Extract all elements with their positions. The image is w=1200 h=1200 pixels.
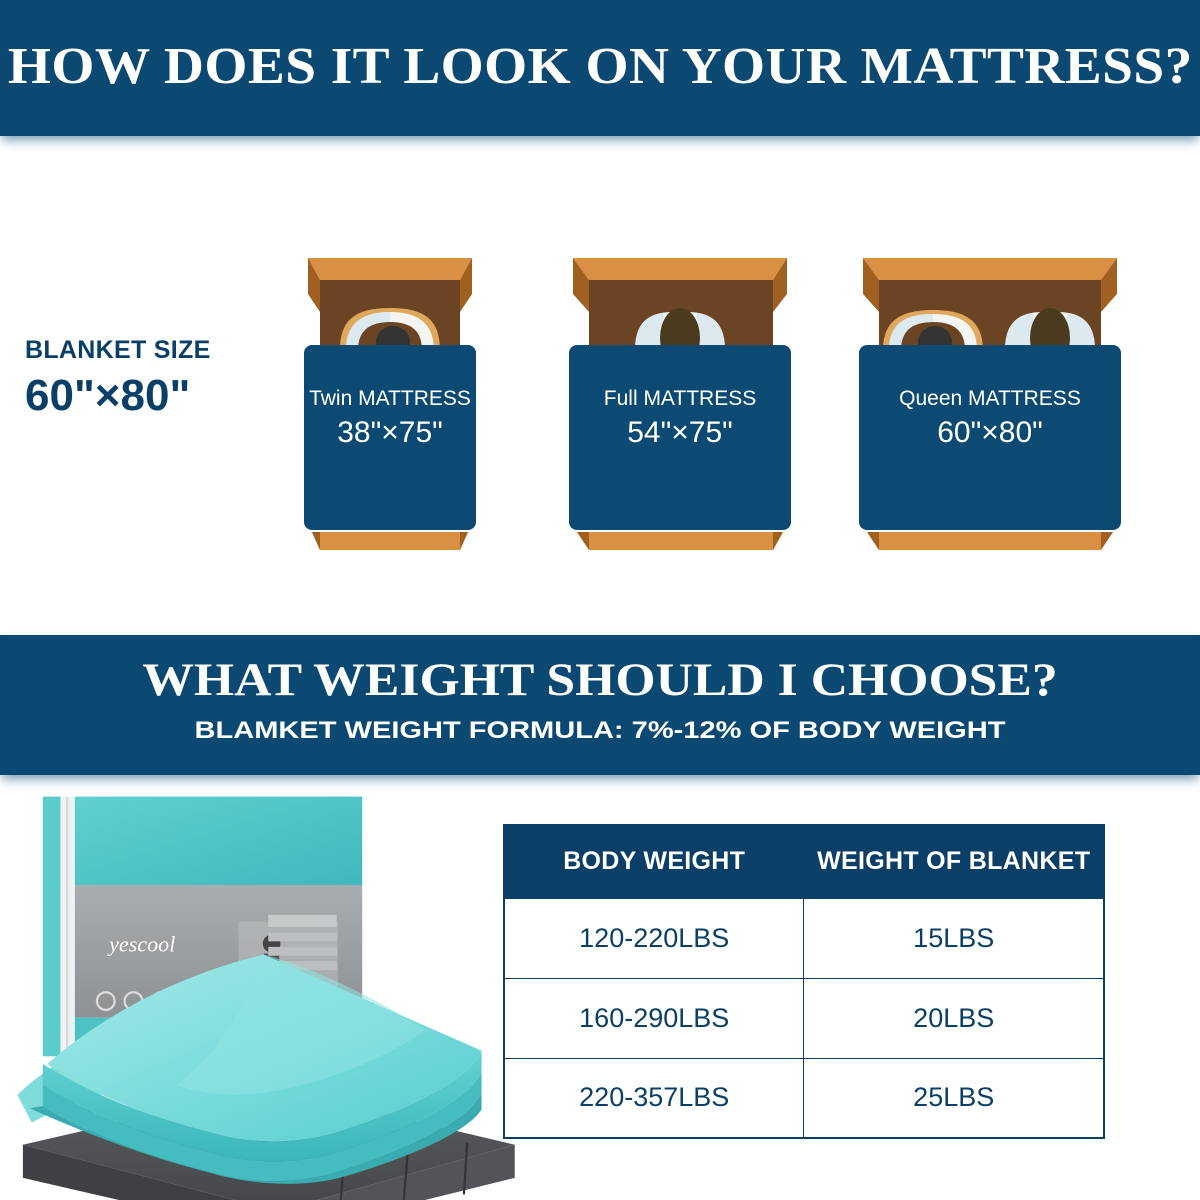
svg-text:38"×75": 38"×75": [337, 416, 443, 449]
svg-text:54"×75": 54"×75": [627, 416, 733, 449]
svg-text:Queen MATTRESS: Queen MATTRESS: [899, 387, 1081, 410]
svg-text:60"×80": 60"×80": [937, 416, 1043, 449]
svg-text:yescool: yescool: [107, 931, 175, 956]
svg-text:Twin MATTRESS: Twin MATTRESS: [309, 387, 471, 410]
svg-text:Full MATTRESS: Full MATTRESS: [604, 387, 756, 410]
